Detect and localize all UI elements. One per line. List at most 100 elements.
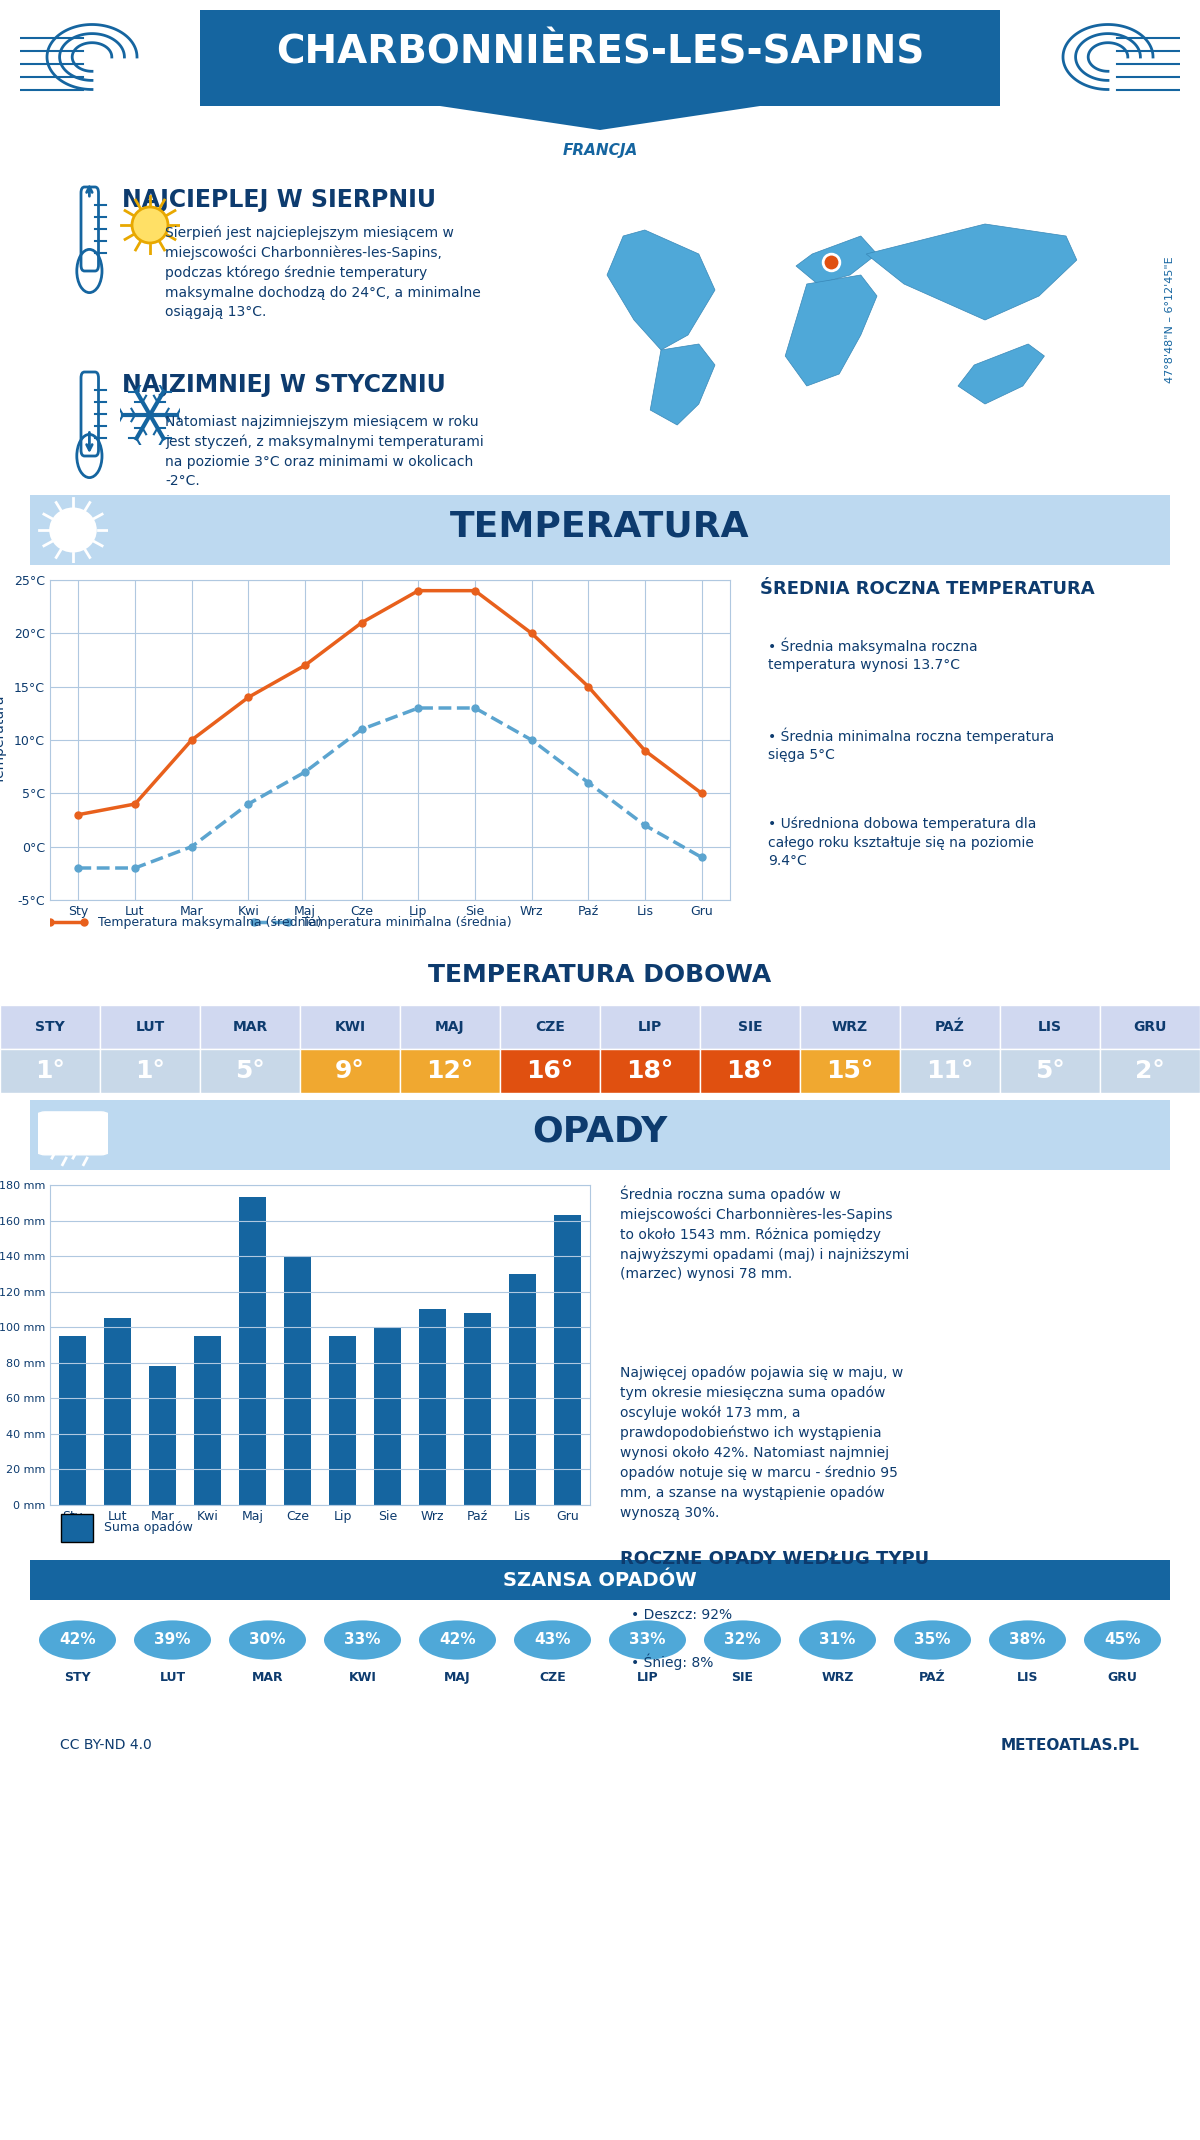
Text: Najwięcej opadów pojawia się w maju, w
tym okresie miesięczna suma opadów
oscylu: Najwięcej opadów pojawia się w maju, w t… xyxy=(620,1365,904,1519)
Bar xyxy=(419,1310,446,1504)
Circle shape xyxy=(703,1620,782,1661)
Text: TEMPERATURA DOBOWA: TEMPERATURA DOBOWA xyxy=(428,963,772,987)
FancyBboxPatch shape xyxy=(30,1560,1170,1601)
Text: TEMPERATURA: TEMPERATURA xyxy=(450,509,750,544)
Bar xyxy=(329,1335,356,1504)
Text: WRZ: WRZ xyxy=(832,1021,868,1034)
FancyBboxPatch shape xyxy=(600,1049,700,1094)
Bar xyxy=(464,1314,491,1504)
Circle shape xyxy=(893,1620,972,1661)
Text: CHARBONNIÈRES-LES-SAPINS: CHARBONNIÈRES-LES-SAPINS xyxy=(276,32,924,71)
Circle shape xyxy=(50,509,96,552)
Text: 1°: 1° xyxy=(35,1059,65,1083)
Text: METEOATLAS.PL: METEOATLAS.PL xyxy=(1001,1738,1140,1753)
Text: PAŹ: PAŹ xyxy=(919,1671,946,1684)
FancyBboxPatch shape xyxy=(1000,1006,1100,1049)
Text: LIP: LIP xyxy=(637,1671,659,1684)
FancyBboxPatch shape xyxy=(200,1006,300,1049)
Text: 2°: 2° xyxy=(1135,1059,1165,1083)
Bar xyxy=(284,1256,311,1504)
Circle shape xyxy=(607,1620,688,1661)
FancyBboxPatch shape xyxy=(1100,1049,1200,1094)
Text: CZE: CZE xyxy=(535,1021,565,1034)
Circle shape xyxy=(418,1620,498,1661)
Text: MAR: MAR xyxy=(233,1021,268,1034)
Text: Suma opadów: Suma opadów xyxy=(104,1522,193,1534)
Text: 9°: 9° xyxy=(335,1059,365,1083)
Text: 42%: 42% xyxy=(59,1633,96,1648)
Text: • Średnia minimalna roczna temperatura
sięga 5°C: • Średnia minimalna roczna temperatura s… xyxy=(768,728,1055,762)
Text: 33%: 33% xyxy=(629,1633,666,1648)
Polygon shape xyxy=(440,107,760,131)
Text: 1°: 1° xyxy=(134,1059,166,1083)
Text: 32%: 32% xyxy=(724,1633,761,1648)
Text: 30%: 30% xyxy=(250,1633,286,1648)
Circle shape xyxy=(988,1620,1068,1661)
Circle shape xyxy=(1082,1620,1163,1661)
Polygon shape xyxy=(958,345,1044,404)
Text: NAJCIEPLEJ W SIERPNIU: NAJCIEPLEJ W SIERPNIU xyxy=(122,188,437,212)
Text: 38%: 38% xyxy=(1009,1633,1045,1648)
Text: OPADY: OPADY xyxy=(533,1115,667,1149)
Text: 35%: 35% xyxy=(914,1633,950,1648)
Text: 33%: 33% xyxy=(344,1633,380,1648)
FancyBboxPatch shape xyxy=(100,1049,200,1094)
Text: MAR: MAR xyxy=(252,1671,283,1684)
Text: 16°: 16° xyxy=(527,1059,574,1083)
Circle shape xyxy=(798,1620,877,1661)
FancyBboxPatch shape xyxy=(500,1049,600,1094)
Text: KWI: KWI xyxy=(335,1021,366,1034)
Polygon shape xyxy=(650,345,715,426)
Text: 45%: 45% xyxy=(1104,1633,1141,1648)
FancyBboxPatch shape xyxy=(700,1049,800,1094)
FancyBboxPatch shape xyxy=(200,11,1000,107)
Text: WRZ: WRZ xyxy=(821,1671,853,1684)
FancyBboxPatch shape xyxy=(300,1006,400,1049)
Text: • Deszcz: 92%: • Deszcz: 92% xyxy=(631,1607,732,1622)
Bar xyxy=(554,1216,581,1504)
Text: Średnia roczna suma opadów w
miejscowości Charbonnières-les-Sapins
to około 1543: Średnia roczna suma opadów w miejscowośc… xyxy=(620,1186,910,1282)
Circle shape xyxy=(132,208,168,244)
Text: 18°: 18° xyxy=(726,1059,774,1083)
Text: 15°: 15° xyxy=(827,1059,874,1083)
Text: LIS: LIS xyxy=(1038,1021,1062,1034)
Text: • Uśredniona dobowa temperatura dla
całego roku kształtuje się na poziomie
9.4°C: • Uśredniona dobowa temperatura dla całe… xyxy=(768,817,1037,869)
Polygon shape xyxy=(866,225,1076,321)
FancyBboxPatch shape xyxy=(300,1049,400,1094)
Bar xyxy=(194,1335,221,1504)
FancyBboxPatch shape xyxy=(700,1006,800,1049)
FancyBboxPatch shape xyxy=(1000,1049,1100,1094)
Circle shape xyxy=(132,1620,212,1661)
FancyBboxPatch shape xyxy=(900,1006,1000,1049)
Text: • Średnia maksymalna roczna
temperatura wynosi 13.7°C: • Średnia maksymalna roczna temperatura … xyxy=(768,638,978,672)
Circle shape xyxy=(323,1620,402,1661)
Polygon shape xyxy=(796,235,877,285)
FancyBboxPatch shape xyxy=(400,1049,500,1094)
Circle shape xyxy=(37,1620,118,1661)
Text: 12°: 12° xyxy=(426,1059,474,1083)
FancyBboxPatch shape xyxy=(1100,1006,1200,1049)
Text: CC BY-ND 4.0: CC BY-ND 4.0 xyxy=(60,1738,151,1753)
Text: ROCZNE OPADY WEDŁUG TYPU: ROCZNE OPADY WEDŁUG TYPU xyxy=(620,1549,929,1569)
Text: PAŹ: PAŹ xyxy=(935,1021,965,1034)
Text: STY: STY xyxy=(35,1021,65,1034)
Circle shape xyxy=(228,1620,307,1661)
FancyBboxPatch shape xyxy=(61,1513,94,1541)
Text: 31%: 31% xyxy=(820,1633,856,1648)
Text: GRU: GRU xyxy=(1108,1671,1138,1684)
FancyBboxPatch shape xyxy=(7,494,1193,567)
Text: GRU: GRU xyxy=(1133,1021,1166,1034)
Text: 47°8'48"N – 6°12'45"E: 47°8'48"N – 6°12'45"E xyxy=(1165,257,1175,383)
FancyBboxPatch shape xyxy=(100,1006,200,1049)
Text: Sierpień jest najcieplejszym miesiącem w
miejscowości Charbonnières-les-Sapins,
: Sierpień jest najcieplejszym miesiącem w… xyxy=(166,225,481,319)
FancyBboxPatch shape xyxy=(7,1098,1193,1171)
Circle shape xyxy=(512,1620,593,1661)
Text: SZANSA OPADÓW: SZANSA OPADÓW xyxy=(503,1571,697,1590)
Bar xyxy=(104,1318,131,1504)
FancyBboxPatch shape xyxy=(600,1006,700,1049)
Text: 5°: 5° xyxy=(1036,1059,1064,1083)
Bar xyxy=(374,1327,401,1504)
Polygon shape xyxy=(785,276,877,385)
Text: SIE: SIE xyxy=(732,1671,754,1684)
Text: LIS: LIS xyxy=(1016,1671,1038,1684)
